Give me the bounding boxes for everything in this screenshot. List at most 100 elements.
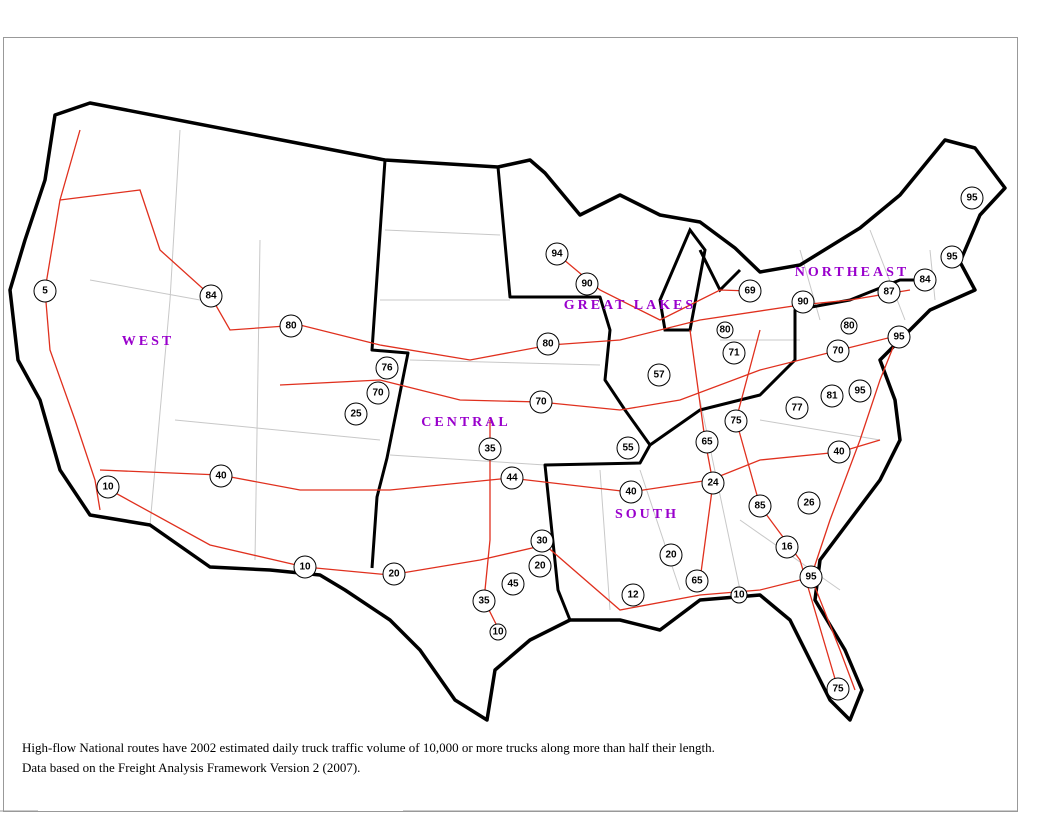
shield-circle — [528, 554, 552, 578]
shield-number: 71 — [728, 348, 740, 359]
shield-number: 10 — [102, 482, 114, 493]
shield: 12 — [621, 583, 645, 607]
shield-number: 95 — [854, 386, 866, 397]
shield: 80 — [279, 314, 303, 338]
shield: 65 — [695, 430, 719, 454]
shield-number: 70 — [535, 397, 547, 408]
shield-number: 44 — [506, 473, 518, 484]
shield-circle — [530, 529, 554, 553]
shield: 20 — [382, 562, 406, 586]
shield-number: 10 — [299, 562, 311, 573]
shield: 94 — [545, 242, 569, 266]
shield-circle — [344, 402, 368, 426]
shield-circle — [826, 677, 850, 701]
shield-circle — [791, 290, 815, 314]
caption-line: Data based on the Freight Analysis Frame… — [22, 760, 360, 775]
shield-circle — [382, 562, 406, 586]
shield-circle — [877, 280, 901, 304]
shield-circle — [827, 440, 851, 464]
shield-circle — [545, 242, 569, 266]
shield: 95 — [940, 245, 964, 269]
shield-number: 16 — [781, 542, 793, 553]
shield: 70 — [826, 339, 850, 363]
frame — [3, 37, 1018, 812]
shield-number: 85 — [754, 501, 766, 512]
shield: 70 — [529, 390, 553, 414]
shield-number: 95 — [966, 193, 978, 204]
shield-circle — [797, 491, 821, 515]
route-i10-i20 — [109, 489, 821, 611]
region-label: CENTRAL — [421, 415, 510, 430]
shield: 80 — [840, 317, 858, 335]
shield-number: 76 — [381, 363, 393, 374]
shield-circle — [748, 494, 772, 518]
shield: 70 — [366, 381, 390, 405]
shield: 85 — [748, 494, 772, 518]
shield-circle — [960, 186, 984, 210]
shield-number: 75 — [730, 416, 742, 427]
route-i35 — [483, 420, 501, 633]
shield: 44 — [500, 466, 524, 490]
shield-circle — [799, 565, 823, 589]
shield: 25 — [344, 402, 368, 426]
shield: 95 — [960, 186, 984, 210]
shield-circle — [536, 332, 560, 356]
shield: 16 — [775, 535, 799, 559]
shield-circle — [616, 436, 640, 460]
caption-line: High-flow National routes have 2002 esti… — [22, 740, 715, 755]
shield: 40 — [827, 440, 851, 464]
shield: 84 — [199, 284, 223, 308]
shield-circle — [685, 569, 709, 593]
shield-circle — [716, 321, 734, 339]
shield-number: 80 — [843, 321, 855, 332]
shield-circle — [730, 586, 748, 604]
shield-circle — [375, 356, 399, 380]
shield: 90 — [791, 290, 815, 314]
shield-number: 24 — [707, 478, 719, 489]
us-outline — [8, 101, 1007, 722]
shield: 81 — [820, 384, 844, 408]
shield-circle — [826, 339, 850, 363]
route-i70 — [279, 334, 901, 411]
shield-number: 70 — [832, 346, 844, 357]
shield-circle — [840, 317, 858, 335]
shield: 24 — [701, 471, 725, 495]
shield: 80 — [536, 332, 560, 356]
shield-number: 84 — [919, 275, 931, 286]
shield-number: 12 — [627, 590, 639, 601]
route-i65 — [689, 329, 714, 581]
shield-circle — [848, 379, 872, 403]
shield-number: 95 — [893, 332, 905, 343]
shield: 95 — [887, 325, 911, 349]
shield: 30 — [530, 529, 554, 553]
shield-circle — [529, 390, 553, 414]
region-label: SOUTH — [615, 507, 679, 522]
shield-number: 65 — [691, 576, 703, 587]
shield-number: 90 — [581, 279, 593, 290]
shield: 57 — [647, 363, 671, 387]
shield-circle — [366, 381, 390, 405]
region-label: GREAT LAKES — [564, 298, 696, 313]
shield-circle — [913, 268, 937, 292]
shield-number: 20 — [665, 550, 677, 561]
shield-circle — [575, 272, 599, 296]
shield-number: 80 — [285, 321, 297, 332]
shield-circle — [775, 535, 799, 559]
shield-number: 95 — [805, 572, 817, 583]
shield-number: 65 — [701, 437, 713, 448]
shield-circle — [500, 466, 524, 490]
shield-circle — [738, 279, 762, 303]
shield-number: 26 — [803, 498, 815, 509]
region-boundaries — [370, 159, 915, 621]
shield: 26 — [797, 491, 821, 515]
shield-number: 95 — [946, 252, 958, 263]
shield: 80 — [716, 321, 734, 339]
shield-number: 80 — [542, 339, 554, 350]
shield: 90 — [575, 272, 599, 296]
shield: 77 — [785, 396, 809, 420]
shield-number: 5 — [42, 286, 48, 297]
region-label: WEST — [122, 334, 174, 349]
shield-circle — [695, 430, 719, 454]
